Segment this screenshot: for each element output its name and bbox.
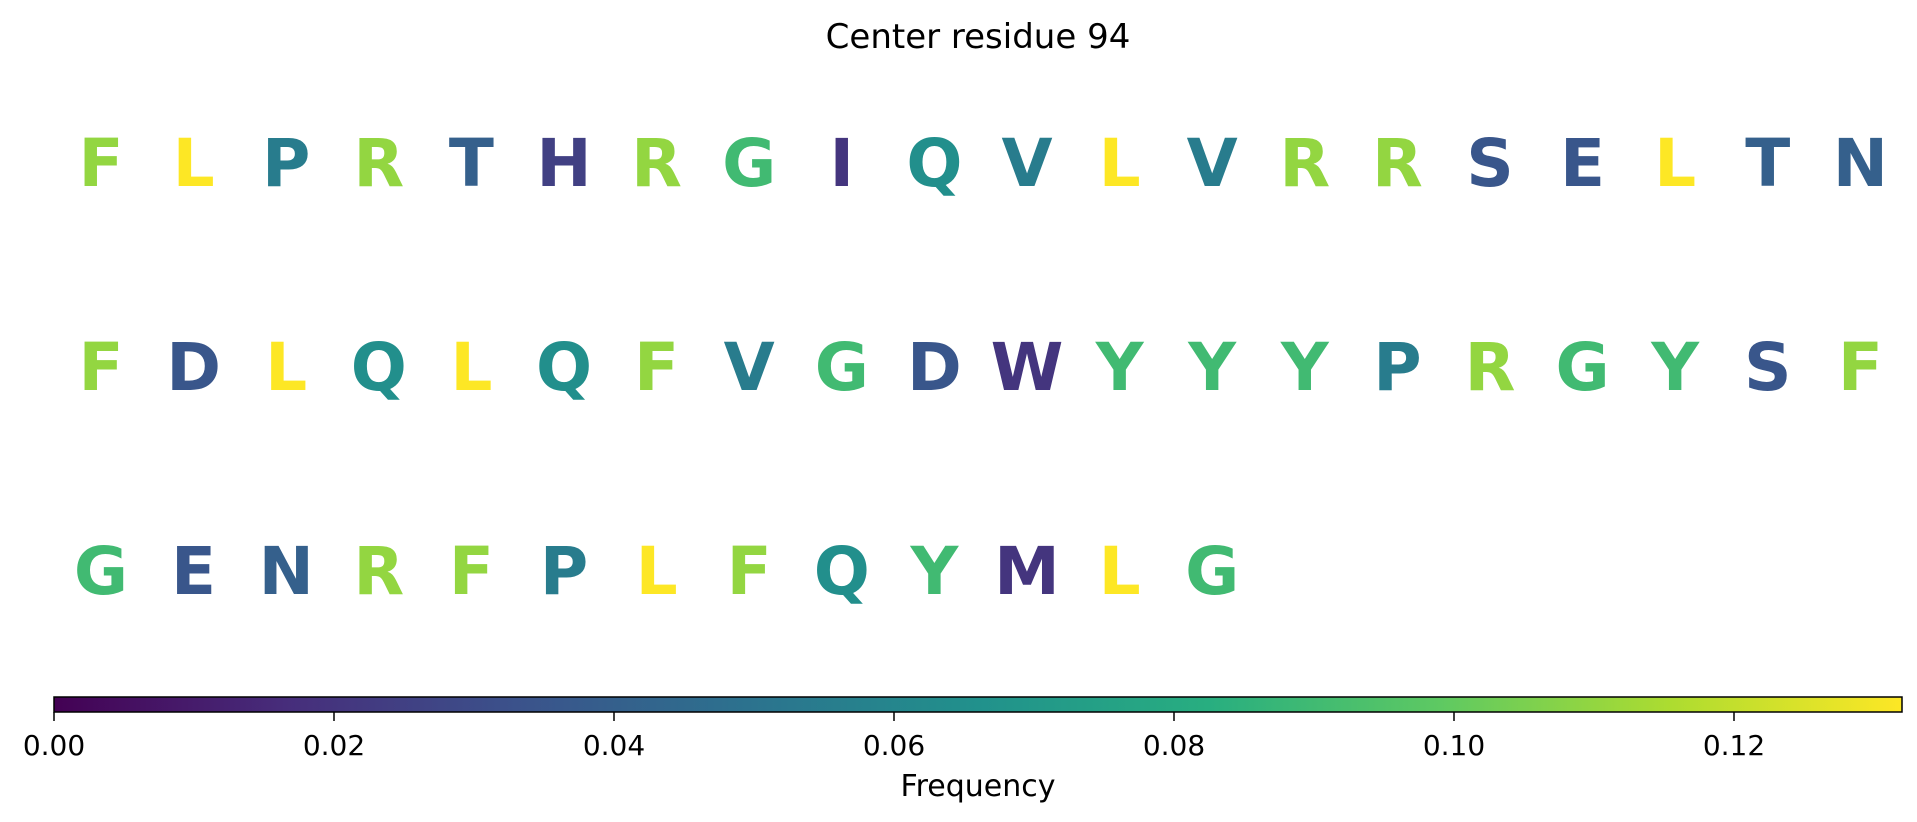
residue-letter: N (259, 533, 314, 610)
colorbar-tick-label: 0.08 (1143, 729, 1205, 762)
residue-letter: E (1560, 125, 1605, 202)
residue-letter: Y (1280, 329, 1330, 406)
residue-letter: L (450, 329, 492, 406)
residue-letter: R (353, 125, 404, 202)
residue-letter: Y (1095, 329, 1145, 406)
residue-letter: Q (351, 329, 407, 406)
colorbar-label: Frequency (901, 769, 1056, 804)
residue-letter: R (631, 125, 682, 202)
residue-letter: F (634, 329, 679, 406)
residue-letter: L (1099, 125, 1141, 202)
colorbar-gradient (53, 696, 1903, 713)
colorbar-tick-label: 0.12 (1703, 729, 1765, 762)
residue-letter: Q (536, 329, 592, 406)
residue-letter: G (74, 533, 128, 610)
residue-letter: V (1187, 125, 1238, 202)
residue-letter: D (166, 329, 221, 406)
residue-letter: F (78, 125, 123, 202)
colorbar: 0.00 0.02 0.04 0.06 0.08 0.10 0.12 Frequency (23, 696, 1903, 804)
residue-letter: L (173, 125, 215, 202)
residue-letter: G (1185, 533, 1239, 610)
colorbar-tick-label: 0.04 (583, 729, 645, 762)
residue-letter: T (449, 125, 494, 202)
residue-letter: W (991, 329, 1064, 406)
residue-letter: L (636, 533, 678, 610)
residue-letter: R (1372, 125, 1423, 202)
residue-letter: R (353, 533, 404, 610)
residue-letter: P (262, 125, 310, 202)
residue-letter: G (722, 125, 776, 202)
residue-letter: P (540, 533, 588, 610)
residue-letter: Q (814, 533, 870, 610)
residue-letter: P (1373, 329, 1421, 406)
residue-letter: G (1556, 329, 1610, 406)
colorbar-tick-label: 0.10 (1423, 729, 1485, 762)
colorbar-tick-label: 0.00 (23, 729, 85, 762)
residue-letter: F (727, 533, 772, 610)
residue-letter: V (724, 329, 775, 406)
residue-letter: N (1833, 125, 1888, 202)
residue-letter: D (907, 329, 962, 406)
chart-title: Center residue 94 (826, 17, 1131, 57)
residue-letter: Y (910, 533, 960, 610)
residue-letter: E (171, 533, 216, 610)
residue-letter: Y (1650, 329, 1700, 406)
residue-letter: F (449, 533, 494, 610)
residue-letter: V (1001, 125, 1052, 202)
residue-letter: R (1279, 125, 1330, 202)
residue-letter: H (536, 125, 591, 202)
residue-letter: S (1466, 125, 1514, 202)
colorbar-tick-label: 0.06 (863, 729, 925, 762)
residue-letter: I (830, 125, 855, 202)
residue-letter-grid: F L P R T H R G I Q V L V R R S E L T NF D L Q L Q F V G D W Y Y Y P R G Y S F… (74, 125, 1888, 610)
residue-letter: S (1744, 329, 1792, 406)
residue-letter: F (78, 329, 123, 406)
residue-letter: F (1838, 329, 1883, 406)
residue-letter: T (1745, 125, 1790, 202)
residue-letter: L (1654, 125, 1696, 202)
residue-letter: Y (1187, 329, 1237, 406)
residue-letter: R (1465, 329, 1516, 406)
residue-letter: L (1099, 533, 1141, 610)
residue-letter: M (994, 533, 1060, 610)
residue-letter: G (815, 329, 869, 406)
colorbar-tick-label: 0.02 (303, 729, 365, 762)
residue-letter: L (265, 329, 307, 406)
colorbar-ticks: 0.00 0.02 0.04 0.06 0.08 0.10 0.12 (23, 712, 1765, 762)
residue-letter: Q (906, 125, 962, 202)
